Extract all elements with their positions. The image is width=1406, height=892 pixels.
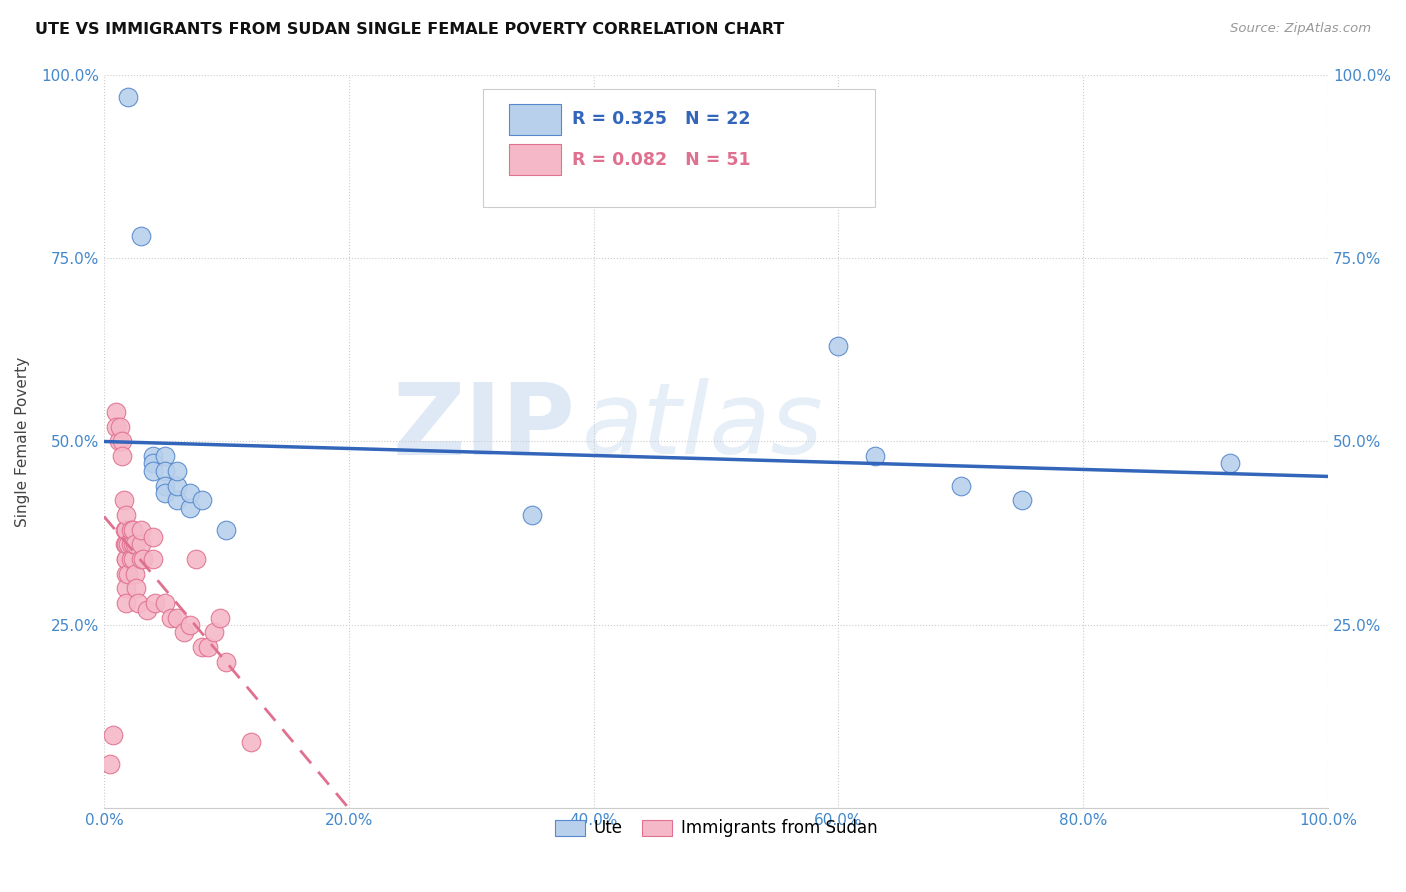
Point — [132, 552, 155, 566]
Point — [115, 508, 138, 522]
Point — [142, 449, 165, 463]
Point — [184, 552, 207, 566]
Point — [124, 566, 146, 581]
Point — [120, 523, 142, 537]
Point — [202, 625, 225, 640]
Point — [166, 464, 188, 478]
Text: UTE VS IMMIGRANTS FROM SUDAN SINGLE FEMALE POVERTY CORRELATION CHART: UTE VS IMMIGRANTS FROM SUDAN SINGLE FEMA… — [35, 22, 785, 37]
Point — [129, 537, 152, 551]
Point — [153, 478, 176, 492]
Point — [107, 434, 129, 449]
FancyBboxPatch shape — [509, 103, 561, 135]
Point — [117, 537, 139, 551]
Point — [122, 552, 145, 566]
Point — [108, 419, 131, 434]
Point — [142, 464, 165, 478]
Point — [191, 493, 214, 508]
Point — [117, 566, 139, 581]
Point — [115, 566, 138, 581]
Point — [153, 449, 176, 463]
Point — [173, 625, 195, 640]
Point — [522, 508, 544, 522]
Point — [1011, 493, 1033, 508]
Point — [129, 229, 152, 244]
Point — [129, 552, 152, 566]
Point — [112, 493, 135, 508]
Point — [115, 523, 138, 537]
Point — [827, 339, 849, 353]
Point — [114, 537, 136, 551]
Point — [105, 419, 128, 434]
Point — [114, 523, 136, 537]
Point — [120, 537, 142, 551]
Point — [160, 610, 183, 624]
Point — [179, 500, 201, 515]
Point — [117, 89, 139, 103]
Text: R = 0.325   N = 22: R = 0.325 N = 22 — [572, 111, 751, 128]
Text: ZIP: ZIP — [392, 378, 575, 475]
Point — [115, 581, 138, 595]
Text: atlas: atlas — [582, 378, 823, 475]
Legend: Ute, Immigrants from Sudan: Ute, Immigrants from Sudan — [548, 813, 884, 844]
Point — [115, 596, 138, 610]
Point — [122, 523, 145, 537]
Point — [124, 537, 146, 551]
Point — [239, 735, 262, 749]
Point — [153, 596, 176, 610]
Point — [153, 464, 176, 478]
Point — [135, 603, 157, 617]
Point — [209, 610, 232, 624]
Point — [111, 449, 134, 463]
Point — [127, 596, 149, 610]
Text: R = 0.082   N = 51: R = 0.082 N = 51 — [572, 151, 751, 169]
Point — [215, 523, 238, 537]
Point — [153, 486, 176, 500]
Point — [115, 552, 138, 566]
Point — [166, 478, 188, 492]
Point — [179, 486, 201, 500]
Point — [115, 537, 138, 551]
Point — [111, 434, 134, 449]
Point — [1219, 457, 1241, 471]
Point — [98, 757, 121, 772]
Point — [120, 552, 142, 566]
Point — [101, 728, 124, 742]
Point — [142, 457, 165, 471]
Point — [863, 449, 886, 463]
Point — [122, 537, 145, 551]
Point — [105, 405, 128, 419]
Point — [142, 530, 165, 544]
FancyBboxPatch shape — [484, 89, 875, 207]
Point — [166, 610, 188, 624]
Point — [166, 493, 188, 508]
Point — [115, 552, 138, 566]
Point — [125, 581, 148, 595]
Y-axis label: Single Female Poverty: Single Female Poverty — [15, 357, 30, 526]
Point — [197, 640, 219, 654]
Text: Source: ZipAtlas.com: Source: ZipAtlas.com — [1230, 22, 1371, 36]
Point — [145, 596, 167, 610]
Point — [191, 640, 214, 654]
FancyBboxPatch shape — [509, 145, 561, 175]
Point — [949, 478, 972, 492]
Point — [129, 523, 152, 537]
Point — [142, 552, 165, 566]
Point — [215, 655, 238, 669]
Point — [179, 618, 201, 632]
